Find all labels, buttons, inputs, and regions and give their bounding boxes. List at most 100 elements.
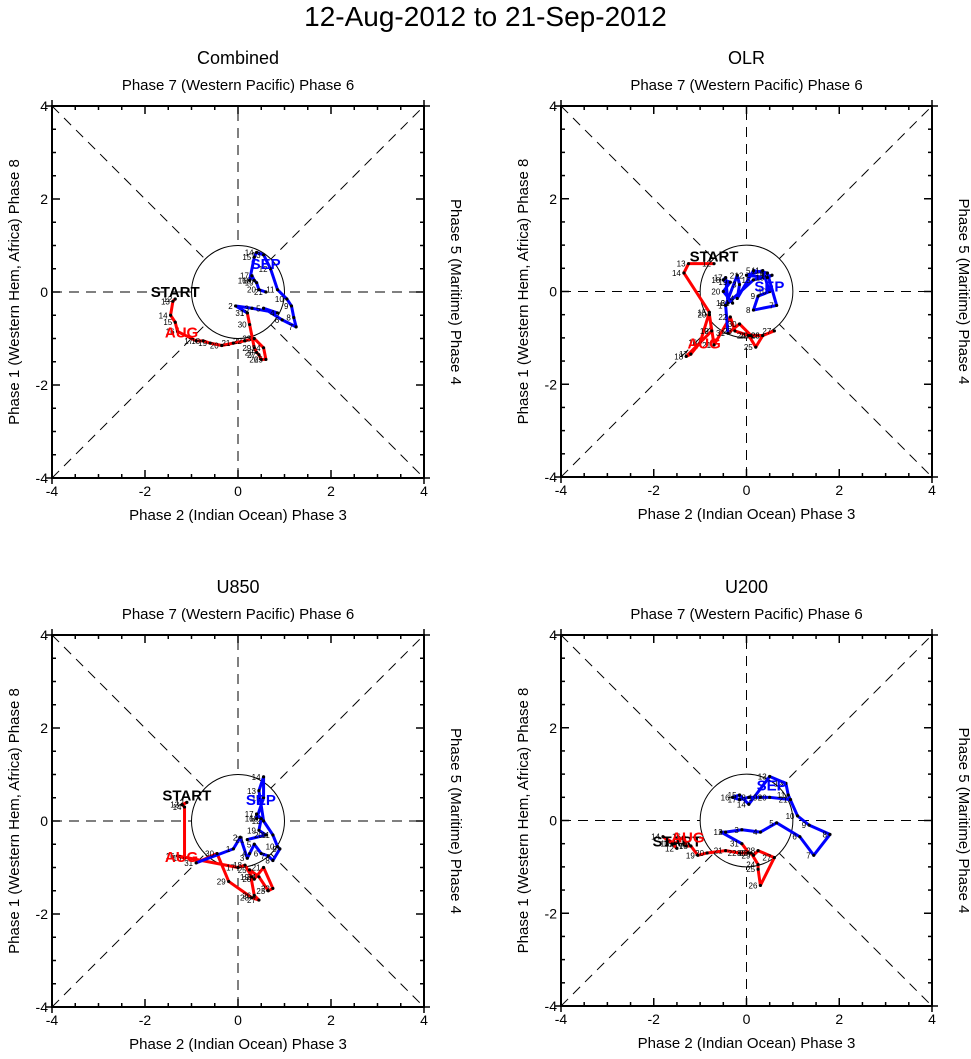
data-point [175, 854, 180, 858]
day-label: 27 [762, 854, 771, 863]
x-tick-label: 4 [928, 482, 936, 498]
data-point [264, 833, 268, 837]
data-point [171, 299, 175, 303]
day-label: 22 [233, 337, 242, 346]
day-label: 2 [730, 271, 735, 280]
data-point [259, 357, 263, 362]
right-axis-label: Phase 5 (Maritime) Phase 4 [447, 199, 464, 385]
day-label: 19 [198, 339, 207, 348]
day-label: 17 [245, 810, 254, 819]
day-label: 24 [252, 344, 261, 353]
day-label: 8 [286, 314, 291, 323]
top-axis-label: Phase 7 (Western Pacific) Phase 6 [630, 606, 862, 623]
day-label: 9 [284, 302, 289, 311]
day-label: 16 [245, 815, 254, 824]
data-point [698, 340, 702, 345]
sep-label: SEP [246, 792, 276, 809]
day-label: 22 [718, 313, 727, 322]
day-label: 24 [247, 873, 256, 882]
data-point [208, 341, 212, 345]
data-point [248, 868, 252, 872]
day-label: 15 [242, 253, 251, 262]
data-point [761, 269, 765, 273]
day-label: 1 [718, 301, 723, 310]
data-point [754, 345, 758, 349]
data-point [201, 339, 205, 343]
data-point [728, 315, 732, 319]
day-label: 9 [751, 292, 756, 301]
data-point [289, 304, 294, 308]
day-label: 20 [697, 311, 706, 320]
data-point [730, 301, 735, 305]
panel-u850: U850 Phase 7 (Western Pacific) Phase 6 Pha… [6, 577, 464, 1053]
day-label: 23 [723, 327, 732, 336]
day-label: 13 [247, 787, 256, 796]
start-label: START [162, 787, 211, 804]
data-point [257, 353, 261, 357]
day-label: 7 [261, 852, 266, 861]
y-tick-label: 0 [40, 813, 48, 829]
data-point [194, 861, 198, 865]
data-point [173, 320, 177, 324]
sep-label: SEP [757, 777, 787, 794]
day-label: 15 [728, 791, 737, 800]
day-label: 12 [175, 798, 184, 807]
day-label: 26 [249, 355, 258, 364]
day-label: 13 [755, 274, 764, 283]
day-label: 30 [205, 850, 214, 859]
x-tick-label: -4 [555, 482, 568, 498]
data-point [248, 851, 252, 856]
data-point [775, 303, 779, 308]
data-point [280, 318, 284, 322]
top-axis-label: Phase 7 (Western Pacific) Phase 6 [122, 606, 354, 623]
day-label: 25 [238, 866, 247, 875]
day-label: 22 [261, 884, 270, 893]
data-point [735, 273, 739, 277]
right-axis-label: Phase 5 (Maritime) Phase 4 [955, 199, 971, 385]
day-label: 3 [244, 304, 249, 313]
data-point [243, 339, 247, 343]
data-point [710, 329, 714, 333]
start-label: START [690, 249, 739, 266]
data-point [772, 329, 776, 333]
day-label: 29 [242, 344, 251, 353]
data-point [705, 851, 709, 855]
data-point [756, 867, 760, 871]
data-point [751, 269, 756, 273]
day-label: 18 [711, 276, 720, 285]
data-point [724, 275, 728, 280]
data-point [252, 346, 256, 350]
x-tick-label: 0 [743, 482, 751, 498]
data-point [756, 862, 760, 867]
day-label: 24 [737, 332, 746, 341]
day-label: 25 [746, 865, 755, 874]
day-label: 21 [252, 864, 261, 873]
day-label: 31 [184, 859, 193, 868]
data-point [257, 789, 261, 793]
data-point [740, 828, 744, 832]
start-label: START [151, 284, 200, 301]
data-point [747, 795, 751, 799]
y-tick-label: 0 [40, 284, 48, 300]
data-point [261, 306, 266, 310]
day-label: 7 [769, 301, 774, 310]
data-point [749, 851, 753, 855]
data-point [248, 322, 252, 327]
data-point [245, 838, 249, 842]
data-point [264, 290, 268, 294]
x-tick-label: 0 [743, 1011, 751, 1027]
data-point [689, 352, 693, 356]
data-point [758, 830, 763, 834]
day-label: 4 [270, 309, 275, 318]
top-axis-label: Phase 7 (Western Pacific) Phase 6 [122, 77, 354, 94]
day-label: 25 [254, 355, 263, 364]
data-point [775, 821, 779, 825]
data-point [261, 346, 266, 350]
data-point [255, 250, 259, 255]
day-label: 12 [259, 265, 268, 274]
day-label: 20 [695, 849, 704, 858]
day-label: 19 [245, 279, 254, 288]
data-point [721, 289, 725, 294]
x-tick-label: 0 [234, 1012, 242, 1028]
day-label: 10 [786, 812, 795, 821]
